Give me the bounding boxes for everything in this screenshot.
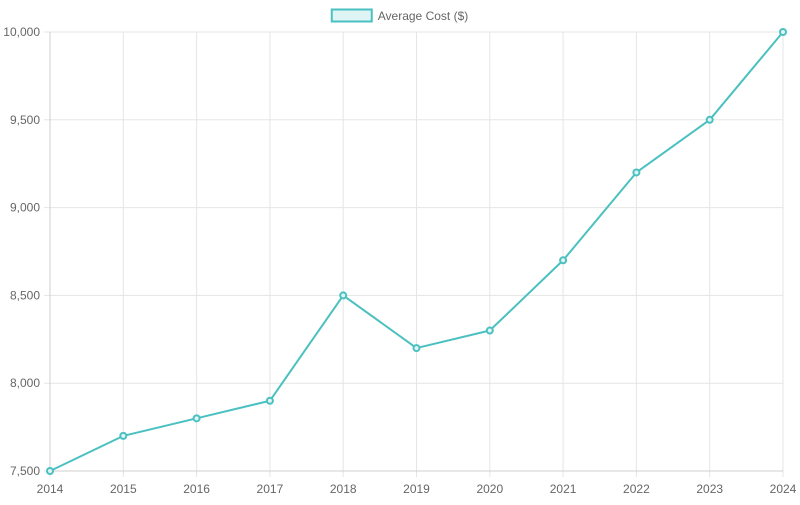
y-tick-label: 9,000 — [10, 201, 40, 215]
data-point[interactable] — [779, 28, 787, 36]
legend-swatch[interactable] — [330, 8, 373, 23]
data-point[interactable] — [119, 431, 128, 440]
x-tick-label: 2015 — [110, 482, 137, 496]
x-axis-ticks: 2014 2015 2016 2017 2018 2019 2020 2021 2022 2023… — [37, 482, 797, 496]
data-point[interactable] — [559, 256, 568, 265]
x-tick-label: 2024 — [770, 482, 797, 496]
data-point[interactable] — [485, 326, 494, 335]
legend-label[interactable]: Average Cost ($) — [378, 9, 469, 23]
x-tick-label: 2022 — [623, 482, 650, 496]
y-tick-label: 7,500 — [10, 464, 40, 478]
axes — [49, 32, 783, 472]
x-tick-label: 2014 — [37, 482, 64, 496]
grid — [44, 31, 784, 477]
x-tick-label: 2018 — [330, 482, 357, 496]
y-tick-label: 10,000 — [3, 25, 40, 39]
x-tick-label: 2019 — [403, 482, 430, 496]
data-point[interactable] — [46, 467, 54, 475]
x-tick-label: 2016 — [183, 482, 210, 496]
y-axis-ticks: 7,500 8,000 8,500 9,000 9,500 10,000 — [3, 25, 40, 478]
data-point[interactable] — [632, 168, 641, 177]
y-tick-label: 9,500 — [10, 113, 40, 127]
data-point[interactable] — [339, 291, 348, 300]
x-tick-label: 2021 — [550, 482, 577, 496]
series-layer — [46, 28, 787, 475]
x-tick-label: 2020 — [476, 482, 503, 496]
legend[interactable]: Average Cost ($) — [330, 8, 469, 23]
data-point[interactable] — [705, 115, 714, 124]
x-tick-label: 2023 — [696, 482, 723, 496]
x-tick-label: 2017 — [257, 482, 284, 496]
y-tick-label: 8,500 — [10, 288, 40, 302]
data-point[interactable] — [412, 344, 421, 353]
data-point[interactable] — [265, 396, 274, 405]
data-point[interactable] — [192, 414, 201, 423]
y-tick-label: 8,000 — [10, 376, 40, 390]
